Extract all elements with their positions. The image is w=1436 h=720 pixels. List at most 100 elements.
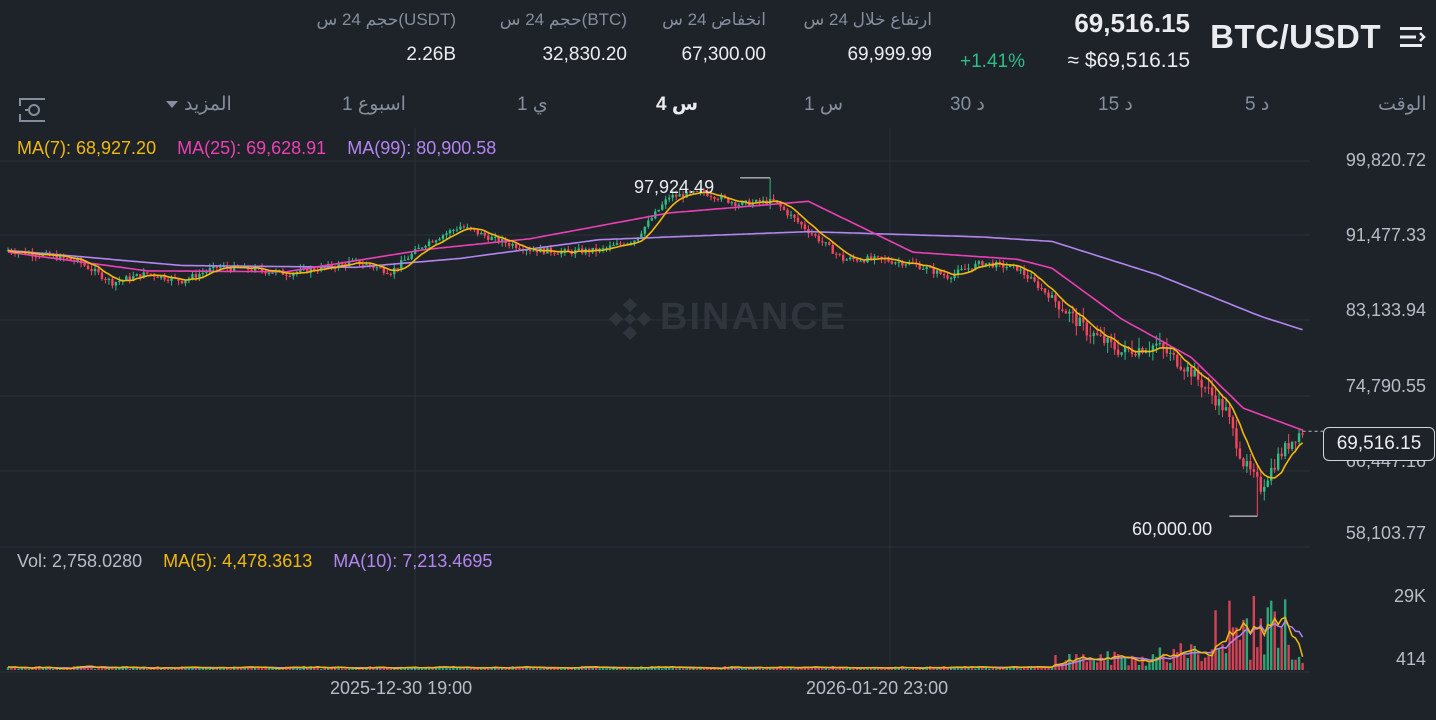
volume-bar [1252, 596, 1256, 670]
volume-bar [166, 668, 170, 670]
candle-body [793, 214, 796, 218]
candle-body [1085, 322, 1088, 336]
candle-body [97, 268, 100, 273]
pair-title[interactable]: BTC/USDT [1210, 18, 1381, 55]
legend-vma10: MA(10): 7,213.4695 [333, 551, 493, 571]
candle-body [1256, 471, 1259, 477]
candle-body [772, 198, 775, 201]
volume-bar [278, 668, 281, 670]
volume-bar [633, 668, 636, 670]
watermark: BINANCE [608, 296, 847, 341]
tab-5m[interactable]: 5 د [1245, 94, 1270, 115]
volume-bar [984, 667, 988, 670]
volume-bar [473, 667, 476, 670]
volume-bar [741, 668, 744, 670]
legend-ma25: MA(25): 69,628.91 [177, 138, 327, 158]
volume-bar [1106, 651, 1109, 670]
volume-bar [139, 668, 142, 670]
binance-logo-icon [608, 297, 652, 341]
tab-1h[interactable]: 1 س [804, 94, 844, 115]
volume-bar [1036, 667, 1040, 670]
tab-time[interactable]: الوقت [1378, 94, 1427, 115]
candle-body [132, 276, 135, 281]
volume-bar [379, 667, 382, 670]
volume-bar [93, 668, 97, 670]
candle-body [90, 269, 93, 272]
volume-bar [1183, 654, 1186, 670]
candle-body [668, 197, 671, 200]
volume-bar [97, 667, 100, 670]
volume-bar [1029, 666, 1033, 670]
volume-bar [539, 667, 542, 670]
volume-bar [1016, 667, 1019, 670]
candle-body [605, 247, 608, 249]
volume-bar [828, 668, 831, 670]
candle-body [365, 264, 368, 266]
volume-bar [10, 667, 13, 670]
watermark-text: BINANCE [660, 296, 848, 338]
candle-body [62, 255, 65, 258]
candle-body [636, 237, 640, 241]
candle-body [1249, 461, 1252, 470]
volume-bar [935, 668, 939, 670]
volume-bar [946, 667, 949, 670]
volume-bar [855, 668, 859, 670]
stat-label: انخفاض 24 س [662, 10, 766, 29]
volume-bar [344, 668, 347, 670]
volume-bar [361, 668, 365, 670]
tab-more[interactable]: المزيد [166, 93, 232, 116]
tab-1d[interactable]: 1 ي [517, 94, 548, 115]
candle-body [420, 247, 424, 249]
candle-body [939, 270, 942, 274]
candle-body [1064, 310, 1068, 314]
candle-body [1277, 453, 1280, 470]
candle-body [1120, 352, 1123, 355]
low-marker-label: 60,000.00 [1132, 519, 1213, 539]
candle-body [83, 263, 86, 266]
candle-body [664, 199, 667, 205]
volume-bar [469, 668, 473, 670]
candle-body [567, 249, 570, 251]
stat-value: 32,830.20 [542, 44, 627, 65]
volume-bar [128, 668, 131, 670]
candle-body [69, 258, 72, 261]
volume-bar [852, 667, 855, 670]
candle-body [347, 261, 351, 267]
candle-body [306, 268, 309, 273]
candle-body [720, 195, 723, 200]
volume-bar [535, 667, 539, 670]
candle-body [34, 256, 38, 258]
candle-body [1290, 441, 1294, 450]
candle-body [1217, 399, 1221, 406]
candle-body [135, 274, 138, 277]
ticker-header: BTC/USDT 69,516.15 +1.41% ≈ $69,516.15 ا… [0, 0, 1436, 84]
tab-4h[interactable]: 4 س [656, 94, 699, 115]
candle-body [622, 244, 626, 246]
menu-icon[interactable] [1398, 22, 1428, 52]
volume-bar [222, 667, 225, 670]
candle-body [828, 242, 831, 245]
volume-bar [869, 667, 873, 670]
ma7-line [7, 191, 1304, 479]
candle-body [814, 234, 817, 236]
candle-body [299, 268, 302, 272]
volume-bar [100, 666, 104, 670]
chart-settings-icon[interactable] [18, 97, 46, 123]
volume-bar [226, 668, 229, 670]
candle-body [716, 198, 720, 200]
candle-body [466, 227, 469, 229]
candle-body [386, 272, 389, 274]
volume-bar [330, 666, 333, 670]
price-ma-legend: MA(7): 68,927.20 MA(25): 69,628.91 MA(99… [17, 138, 512, 159]
tab-15m[interactable]: 15 د [1098, 94, 1133, 115]
candle-body [890, 261, 894, 264]
volume-bar [845, 668, 848, 670]
volume-bar [295, 668, 299, 670]
tab-1w[interactable]: 1 اسبوع [342, 94, 406, 115]
candle-body [424, 245, 427, 248]
volume-bar [866, 667, 869, 670]
tab-30m[interactable]: 30 د [950, 94, 985, 115]
volume-bar [1283, 599, 1287, 670]
candlestick-chart[interactable] [0, 128, 1436, 720]
stat-value: 2.26B [406, 44, 456, 65]
